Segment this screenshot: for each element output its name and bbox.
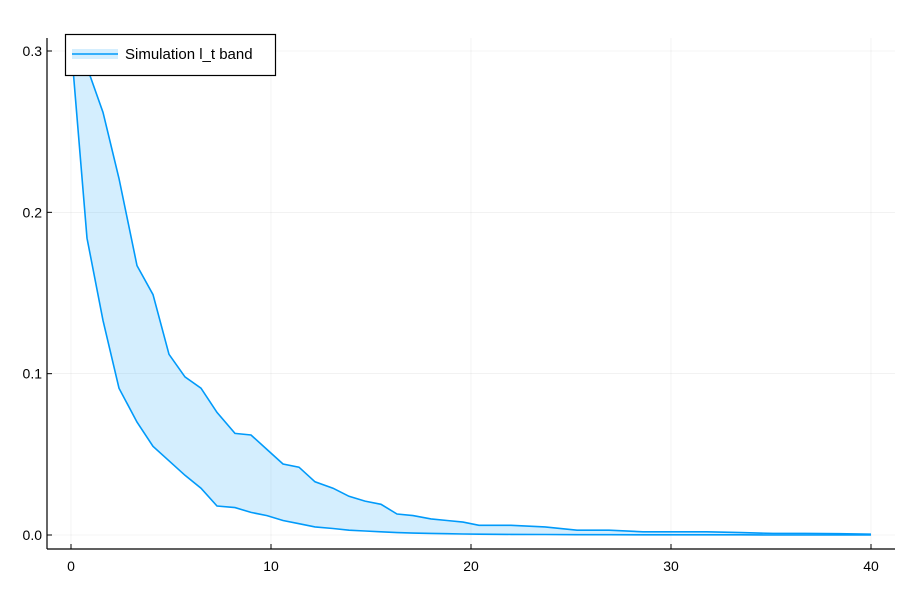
legend-label: Simulation l_t band bbox=[125, 46, 253, 63]
y-tick-label-3: 0.3 bbox=[23, 43, 43, 59]
legend-box bbox=[64, 33, 277, 77]
tick-labels: 0 10 20 30 40 0.0 0.1 0.2 0.3 bbox=[23, 43, 879, 574]
x-tick-label-3: 30 bbox=[663, 558, 679, 574]
band-lower-line bbox=[70, 44, 871, 536]
band-layer bbox=[70, 44, 872, 536]
band-upper-line bbox=[70, 44, 872, 535]
y-tick-label-2: 0.2 bbox=[23, 204, 43, 220]
y-tick-label-1: 0.1 bbox=[23, 366, 43, 382]
axes bbox=[46, 38, 895, 550]
x-tick-label-0: 0 bbox=[67, 558, 75, 574]
x-tick-label-2: 20 bbox=[463, 558, 479, 574]
x-tick-label-4: 40 bbox=[863, 558, 879, 574]
legend: Simulation l_t band bbox=[64, 33, 277, 77]
y-tick-label-0: 0.0 bbox=[23, 527, 43, 543]
x-tick-label-1: 10 bbox=[263, 558, 279, 574]
